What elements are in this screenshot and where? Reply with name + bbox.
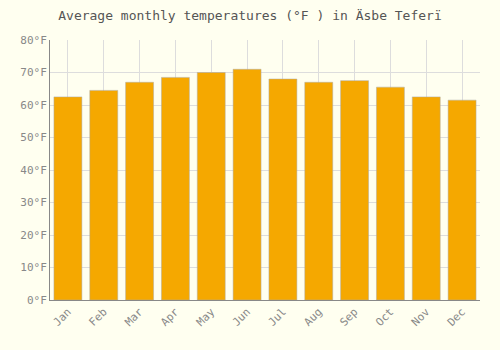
svg-text:30°F: 30°F <box>20 196 47 209</box>
svg-text:50°F: 50°F <box>20 131 47 144</box>
svg-text:Average monthly temperatures (: Average monthly temperatures (°F ) in Äs… <box>58 8 442 23</box>
svg-text:Aug: Aug <box>302 306 325 329</box>
svg-text:10°F: 10°F <box>20 261 47 274</box>
svg-text:60°F: 60°F <box>20 99 47 112</box>
svg-text:70°F: 70°F <box>20 66 47 79</box>
svg-text:Feb: Feb <box>87 306 110 329</box>
svg-text:Mar: Mar <box>122 305 146 329</box>
svg-text:40°F: 40°F <box>20 164 47 177</box>
svg-text:Dec: Dec <box>445 306 468 329</box>
svg-text:Oct: Oct <box>373 306 396 329</box>
svg-text:Jan: Jan <box>51 306 74 329</box>
svg-text:0°F: 0°F <box>27 294 47 307</box>
svg-text:Jun: Jun <box>230 306 253 329</box>
svg-text:Apr: Apr <box>158 305 182 329</box>
svg-text:May: May <box>194 305 218 329</box>
svg-text:Nov: Nov <box>409 305 433 329</box>
svg-text:80°F: 80°F <box>20 34 47 47</box>
svg-text:Sep: Sep <box>337 306 360 329</box>
svg-text:Jul: Jul <box>266 306 289 329</box>
svg-text:20°F: 20°F <box>20 229 47 242</box>
